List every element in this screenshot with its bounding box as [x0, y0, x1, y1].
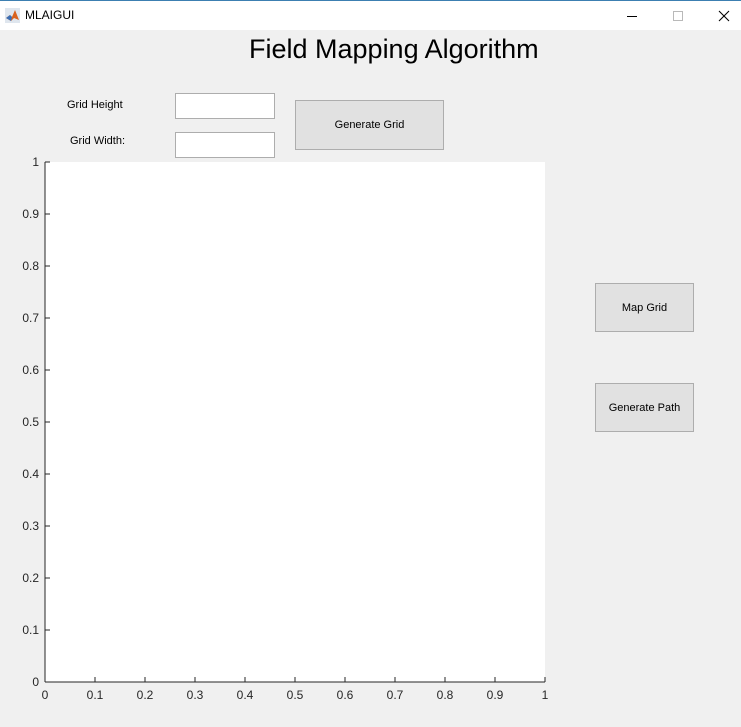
close-icon: [718, 10, 730, 22]
generate-path-button[interactable]: Generate Path: [595, 383, 694, 432]
window-title: MLAIGUI: [25, 8, 75, 22]
x-tick-label: 0.1: [87, 688, 104, 702]
x-tick-label: 0.5: [287, 688, 304, 702]
y-tick-label: 0.2: [22, 571, 39, 585]
page-title: Field Mapping Algorithm: [249, 34, 539, 64]
axes-background: [45, 162, 545, 682]
grid-height-input[interactable]: [175, 93, 275, 119]
x-tick-label: 0.4: [237, 688, 254, 702]
grid-width-label: Grid Width:: [70, 135, 126, 147]
title-bar: MLAIGUI: [0, 0, 741, 30]
x-tick-label: 0.6: [337, 688, 354, 702]
minimize-icon: [627, 16, 637, 17]
x-tick-label: 0.8: [437, 688, 454, 702]
map-grid-button[interactable]: Map Grid: [595, 283, 694, 332]
maximize-icon: [673, 11, 683, 21]
y-tick-label: 0.6: [22, 363, 39, 377]
y-tick-label: 0.5: [22, 415, 39, 429]
x-tick-label: 0.3: [187, 688, 204, 702]
y-tick-label: 1: [32, 155, 39, 169]
close-button[interactable]: [701, 1, 741, 30]
x-tick-label: 0.7: [387, 688, 404, 702]
y-tick-label: 0.4: [22, 467, 39, 481]
x-tick-label: 0.9: [487, 688, 504, 702]
y-tick-label: 0.7: [22, 311, 39, 325]
minimize-button[interactable]: [609, 1, 655, 30]
y-tick-label: 0.9: [22, 207, 39, 221]
y-tick-label: 0.3: [22, 519, 39, 533]
matlab-icon: [5, 8, 20, 23]
y-tick-label: 0: [32, 675, 39, 689]
generate-grid-button[interactable]: Generate Grid: [295, 100, 444, 150]
maximize-button[interactable]: [655, 1, 701, 30]
x-tick-label: 1: [542, 688, 549, 702]
y-tick-label: 0.8: [22, 259, 39, 273]
x-tick-label: 0.2: [137, 688, 154, 702]
grid-width-input[interactable]: [175, 132, 275, 158]
x-tick-label: 0: [42, 688, 49, 702]
grid-height-label: Grid Height: [67, 99, 123, 111]
y-tick-label: 0.1: [22, 623, 39, 637]
